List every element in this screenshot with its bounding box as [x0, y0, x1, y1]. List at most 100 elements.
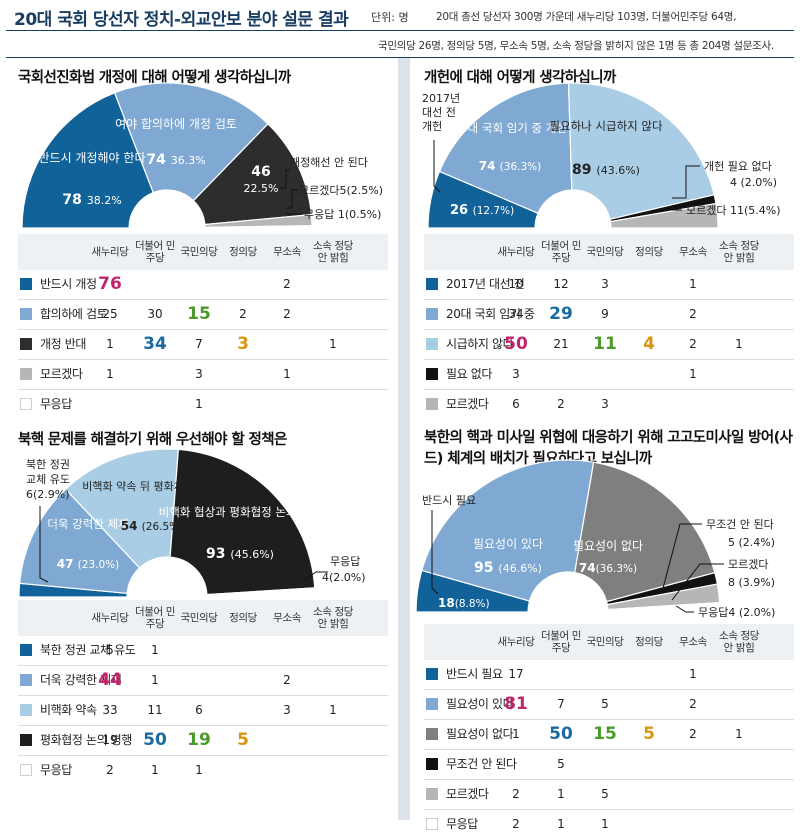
cell-democratic: 30 [147, 307, 163, 321]
half-donut-chart: 북한 정권 교체 유도 6(2.9%) 더욱 강력한 제재 47 (23.0%) 비… [18, 448, 366, 598]
table-row: 시급하지 않다 50 21 11 4 2 1 [424, 330, 794, 360]
table-row: 2017년 대선 전 10 12 3 1 [424, 270, 794, 300]
cell-peoples: 5 [601, 787, 609, 801]
cell-peoples: 11 [593, 334, 617, 354]
callout-oppose: 개정해선 안 된다 [290, 155, 368, 169]
cell-independent: 1 [689, 367, 697, 381]
column-header-new-frontier: 새누리당 [497, 246, 535, 258]
cell-independent: 1 [689, 277, 697, 291]
page-title: 20대 국회 당선자 정치-외교안보 분야 설문 결과 [14, 10, 349, 30]
legend-swatch [426, 668, 438, 680]
slice-percent-oppose: 22.5% [244, 182, 279, 195]
cell-justice: 5 [237, 730, 249, 750]
cell-independent: 3 [283, 703, 291, 717]
slice-value-must: 18(8.8%) [438, 596, 490, 610]
row-label: 반드시 개정 [40, 277, 97, 291]
row-label: 무조건 안 된다 [446, 757, 517, 771]
cell-new-frontier: 2 [512, 787, 520, 801]
legend-swatch [426, 278, 438, 290]
table-row: 반드시 개정 76 2 [18, 270, 388, 300]
cell-independent: 2 [689, 307, 697, 321]
cell-democratic: 1 [151, 763, 159, 777]
cell-democratic: 1 [151, 673, 159, 687]
table-row: 모르겠다 1 3 1 [18, 360, 388, 390]
callout-regime-change: 북한 정권 교체 유도 6(2.9%) [26, 458, 70, 501]
cell-new-frontier: 25 [102, 307, 118, 321]
panel-constitution: 개헌에 대해 어떻게 생각하십니까 2017년 대선 전 개헌 26 (12.7%)… [410, 58, 800, 418]
half-donut-chart: 반드시 개정해야 한다 78 38.2% 여야 합의하에 개정 검토 74 36… [21, 82, 383, 229]
cell-justice: 4 [643, 334, 655, 354]
callout-no-answer: 무응답 4(2.0%) [322, 555, 366, 584]
row-label: 필요 없다 [446, 367, 492, 381]
legend-swatch [20, 704, 32, 716]
cell-peoples: 7 [195, 337, 203, 351]
cell-new-frontier: 44 [98, 670, 122, 690]
column-header-independent: 무소속 [679, 636, 707, 648]
slice-4 [609, 202, 719, 229]
callout-no-answer: 무응답4 (2.0%) [698, 606, 775, 619]
row-label: 2017년 대선 전 [446, 277, 525, 291]
cell-peoples: 19 [187, 730, 211, 750]
cell-new-frontier: 34 [508, 307, 524, 321]
slice-value-oppose: 46 [251, 164, 270, 180]
slice-label-sanctions: 더욱 강력한 제재 [47, 517, 128, 531]
slice-4 [206, 587, 316, 598]
cell-democratic: 11 [147, 703, 163, 717]
callout-dont-know: 모르겠다 8 (3.9%) [728, 558, 775, 589]
slice-3 [169, 448, 316, 596]
legend-swatch [20, 734, 32, 746]
cell-independent: 1 [689, 667, 697, 681]
cell-peoples: 1 [195, 763, 203, 777]
table-row: 무응답 1 [18, 390, 388, 419]
legend-swatch [426, 338, 438, 350]
cell-undisclosed: 1 [329, 703, 337, 717]
callout-line [39, 506, 49, 583]
slice-0 [21, 92, 155, 229]
callout-line [675, 605, 694, 613]
row-label: 반드시 필요 [446, 667, 503, 681]
party-breakdown-table: 새누리당 더불어 민주당 국민의당 정의당 무소속 소속 정당 안 밝힘 2017년 대선 … [424, 234, 794, 419]
slice-1 [421, 459, 595, 602]
slice-1 [438, 82, 573, 214]
panel-filibuster-law: 국회선진화법 개정에 대해 어떻게 생각하십니까 반드시 개정해야 한다 78 … [4, 58, 394, 418]
slice-label-must-revise: 반드시 개정해야 한다 [39, 151, 146, 165]
table-header: 새누리당 더불어 민주당 국민의당 정의당 무소속 소속 정당 안 밝힘 [18, 234, 388, 270]
cell-independent: 2 [283, 277, 291, 291]
cell-democratic: 50 [143, 730, 167, 750]
cell-democratic: 7 [557, 697, 565, 711]
legend-swatch [20, 764, 32, 776]
column-header-new-frontier: 새누리당 [91, 246, 129, 258]
slice-value-not-urgent: 89 (43.6%) [572, 162, 640, 178]
panel-title: 국회선진화법 개정에 대해 어떻게 생각하십니까 [18, 70, 291, 86]
cell-independent: 2 [689, 337, 697, 351]
callout-never: 무조건 안 된다 5 (2.4%) [706, 518, 775, 549]
survey-note-line1: 20대 총선 당선자 300명 가운데 새누리당 103명, 더불어민주당 64… [436, 11, 737, 23]
row-label: 필요성이 있다 [446, 697, 514, 711]
cell-new-frontier: 1 [512, 727, 520, 741]
callout-dont-know: 모르겠다5(2.5%) [299, 184, 383, 197]
column-header-justice: 정의당 [635, 246, 663, 258]
legend-swatch [426, 368, 438, 380]
slice-label-not-needed: 필요성이 없다 [573, 539, 643, 553]
cell-new-frontier: 5 [106, 643, 114, 657]
callout-not-needed-value: 4 (2.0%) [730, 176, 777, 189]
cell-democratic: 1 [557, 817, 565, 831]
callout-must: 반드시 필요 [422, 494, 476, 507]
cell-democratic: 21 [553, 337, 569, 351]
slice-value-peace-talks: 54 (26.5%) [121, 519, 183, 533]
slice-value-consider: 74 36.3% [146, 152, 205, 168]
half-donut-chart: 2017년 대선 전 개헌 26 (12.7%) 20대 국회 임기 중 개헌 74… [422, 82, 781, 229]
legend-swatch [426, 698, 438, 710]
slice-label-needed: 필요성이 있다 [473, 537, 543, 551]
callout-2017: 2017년 대선 전 개헌 [422, 92, 460, 133]
row-label: 개정 반대 [40, 337, 86, 351]
callout-line [671, 563, 724, 601]
cell-peoples: 15 [593, 724, 617, 744]
cell-undisclosed: 1 [735, 337, 743, 351]
cell-new-frontier: 76 [98, 274, 122, 294]
callout-not-needed: 개헌 필요 없다 [704, 160, 772, 173]
column-header-independent: 무소속 [273, 246, 301, 258]
row-label: 모르겠다 [446, 397, 489, 411]
row-label: 무응답 [40, 397, 72, 411]
